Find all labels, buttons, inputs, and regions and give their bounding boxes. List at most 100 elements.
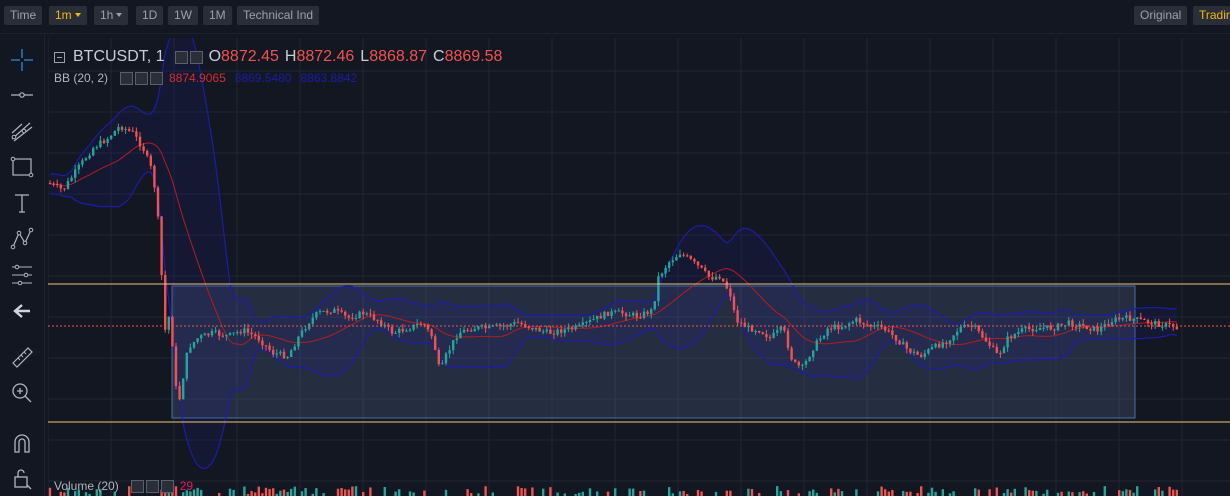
range-selection-rectangle[interactable] bbox=[171, 285, 1136, 419]
close-icon[interactable] bbox=[150, 71, 164, 85]
candle-body bbox=[653, 301, 656, 310]
collapse-legend-icon[interactable] bbox=[54, 51, 65, 63]
volume-bar bbox=[1092, 491, 1096, 496]
candle-body bbox=[952, 335, 955, 341]
rectangle-icon[interactable] bbox=[8, 153, 36, 181]
volume-bar bbox=[1121, 491, 1124, 496]
eye-icon[interactable] bbox=[174, 50, 188, 64]
candle-body bbox=[236, 331, 239, 333]
candle-body bbox=[567, 327, 570, 330]
volume-bar bbox=[920, 486, 923, 496]
volume-bar bbox=[905, 491, 908, 496]
time-button[interactable]: Time bbox=[4, 6, 43, 25]
bb-lower-value: 8863.8842 bbox=[300, 71, 358, 85]
volume-bar bbox=[1157, 487, 1160, 496]
eye-icon[interactable] bbox=[130, 479, 144, 493]
candle-body bbox=[52, 183, 55, 185]
candle-body bbox=[207, 333, 210, 336]
interval-1w-button[interactable]: 1W bbox=[168, 6, 198, 25]
candle-body bbox=[430, 329, 433, 337]
gear-icon[interactable] bbox=[189, 50, 203, 64]
candle-body bbox=[1110, 322, 1114, 326]
original-view-button[interactable]: Original bbox=[1134, 6, 1188, 25]
volume-bar bbox=[1028, 490, 1031, 496]
candle-body bbox=[1121, 317, 1124, 320]
candle-body bbox=[682, 254, 685, 256]
volume-bar bbox=[1071, 492, 1074, 496]
low-label: L bbox=[360, 48, 370, 65]
fib-icon[interactable] bbox=[8, 117, 36, 145]
interval-1d-button[interactable]: 1D bbox=[136, 6, 164, 25]
candle-body bbox=[794, 359, 797, 362]
candle-body bbox=[916, 351, 919, 355]
candle-body bbox=[765, 334, 768, 338]
technical-indicators-button[interactable]: Technical Ind bbox=[237, 6, 320, 25]
eye-icon[interactable] bbox=[120, 71, 134, 85]
magnet-icon[interactable] bbox=[8, 429, 36, 457]
candle-body bbox=[70, 177, 73, 182]
volume-bar bbox=[470, 493, 473, 496]
volume-bar bbox=[423, 490, 426, 496]
interval-1month-button[interactable]: 1M bbox=[203, 6, 232, 25]
candle-body bbox=[934, 343, 937, 348]
candle-body bbox=[1038, 328, 1042, 331]
candle-body bbox=[912, 351, 916, 353]
volume-bar bbox=[336, 488, 340, 496]
candle-body bbox=[272, 349, 275, 355]
interval-1h-dropdown[interactable]: 1h bbox=[94, 6, 129, 25]
candle-body bbox=[470, 330, 473, 332]
candle-body bbox=[1128, 315, 1132, 321]
candle-body bbox=[956, 331, 959, 336]
candle-body bbox=[149, 155, 152, 166]
zoom-in-icon[interactable] bbox=[8, 379, 36, 407]
pattern-icon[interactable] bbox=[8, 225, 36, 253]
volume-bar bbox=[1024, 487, 1027, 496]
volume-bars bbox=[48, 486, 1178, 496]
candle-body bbox=[354, 318, 358, 320]
candle-body bbox=[1168, 322, 1171, 325]
candle-body bbox=[876, 324, 880, 326]
candle-body bbox=[167, 316, 170, 330]
chevron-down-icon bbox=[74, 13, 81, 17]
back-arrow-icon[interactable] bbox=[8, 297, 36, 325]
candle-body bbox=[347, 315, 350, 318]
candlesticks bbox=[48, 123, 1178, 401]
volume-bar bbox=[477, 493, 480, 496]
bb-fill bbox=[50, 38, 1177, 469]
ruler-icon[interactable] bbox=[8, 343, 36, 371]
lock-icon[interactable] bbox=[8, 464, 36, 492]
candle-body bbox=[700, 265, 703, 268]
candle-body bbox=[1074, 326, 1078, 328]
candle-body bbox=[423, 324, 426, 326]
bb-upper-value: 8874.9065 bbox=[169, 71, 226, 85]
candle-body bbox=[189, 347, 192, 353]
volume-bar bbox=[1013, 488, 1016, 496]
candle-body bbox=[401, 328, 404, 332]
volume-bar bbox=[167, 489, 170, 496]
candle-body bbox=[56, 184, 59, 186]
crosshair-icon[interactable] bbox=[8, 46, 36, 74]
volume-bar bbox=[59, 491, 62, 496]
volume-bar bbox=[300, 491, 304, 496]
gear-icon[interactable] bbox=[145, 479, 159, 493]
volume-bar bbox=[815, 492, 818, 496]
volume-bar bbox=[286, 492, 289, 496]
measure-icon[interactable] bbox=[8, 261, 36, 289]
volume-bar bbox=[1118, 490, 1121, 496]
candle-body bbox=[711, 276, 714, 280]
candle-body bbox=[776, 330, 779, 333]
interval-1m-dropdown[interactable]: 1m bbox=[49, 6, 87, 25]
volume-bar bbox=[48, 487, 52, 496]
candle-body bbox=[1082, 323, 1085, 326]
gear-icon[interactable] bbox=[135, 71, 149, 85]
price-chart[interactable] bbox=[48, 38, 1230, 496]
text-icon[interactable] bbox=[8, 189, 36, 217]
trend-line-icon[interactable] bbox=[8, 81, 36, 109]
candle-body bbox=[923, 353, 926, 357]
close-icon[interactable] bbox=[160, 479, 174, 493]
volume-legend: Volume (20) 29 bbox=[54, 478, 193, 494]
volume-bar bbox=[261, 493, 264, 496]
candle-body bbox=[383, 324, 386, 326]
candle-body bbox=[992, 345, 995, 347]
tradingview-view-button[interactable]: TradingView bbox=[1193, 6, 1230, 25]
